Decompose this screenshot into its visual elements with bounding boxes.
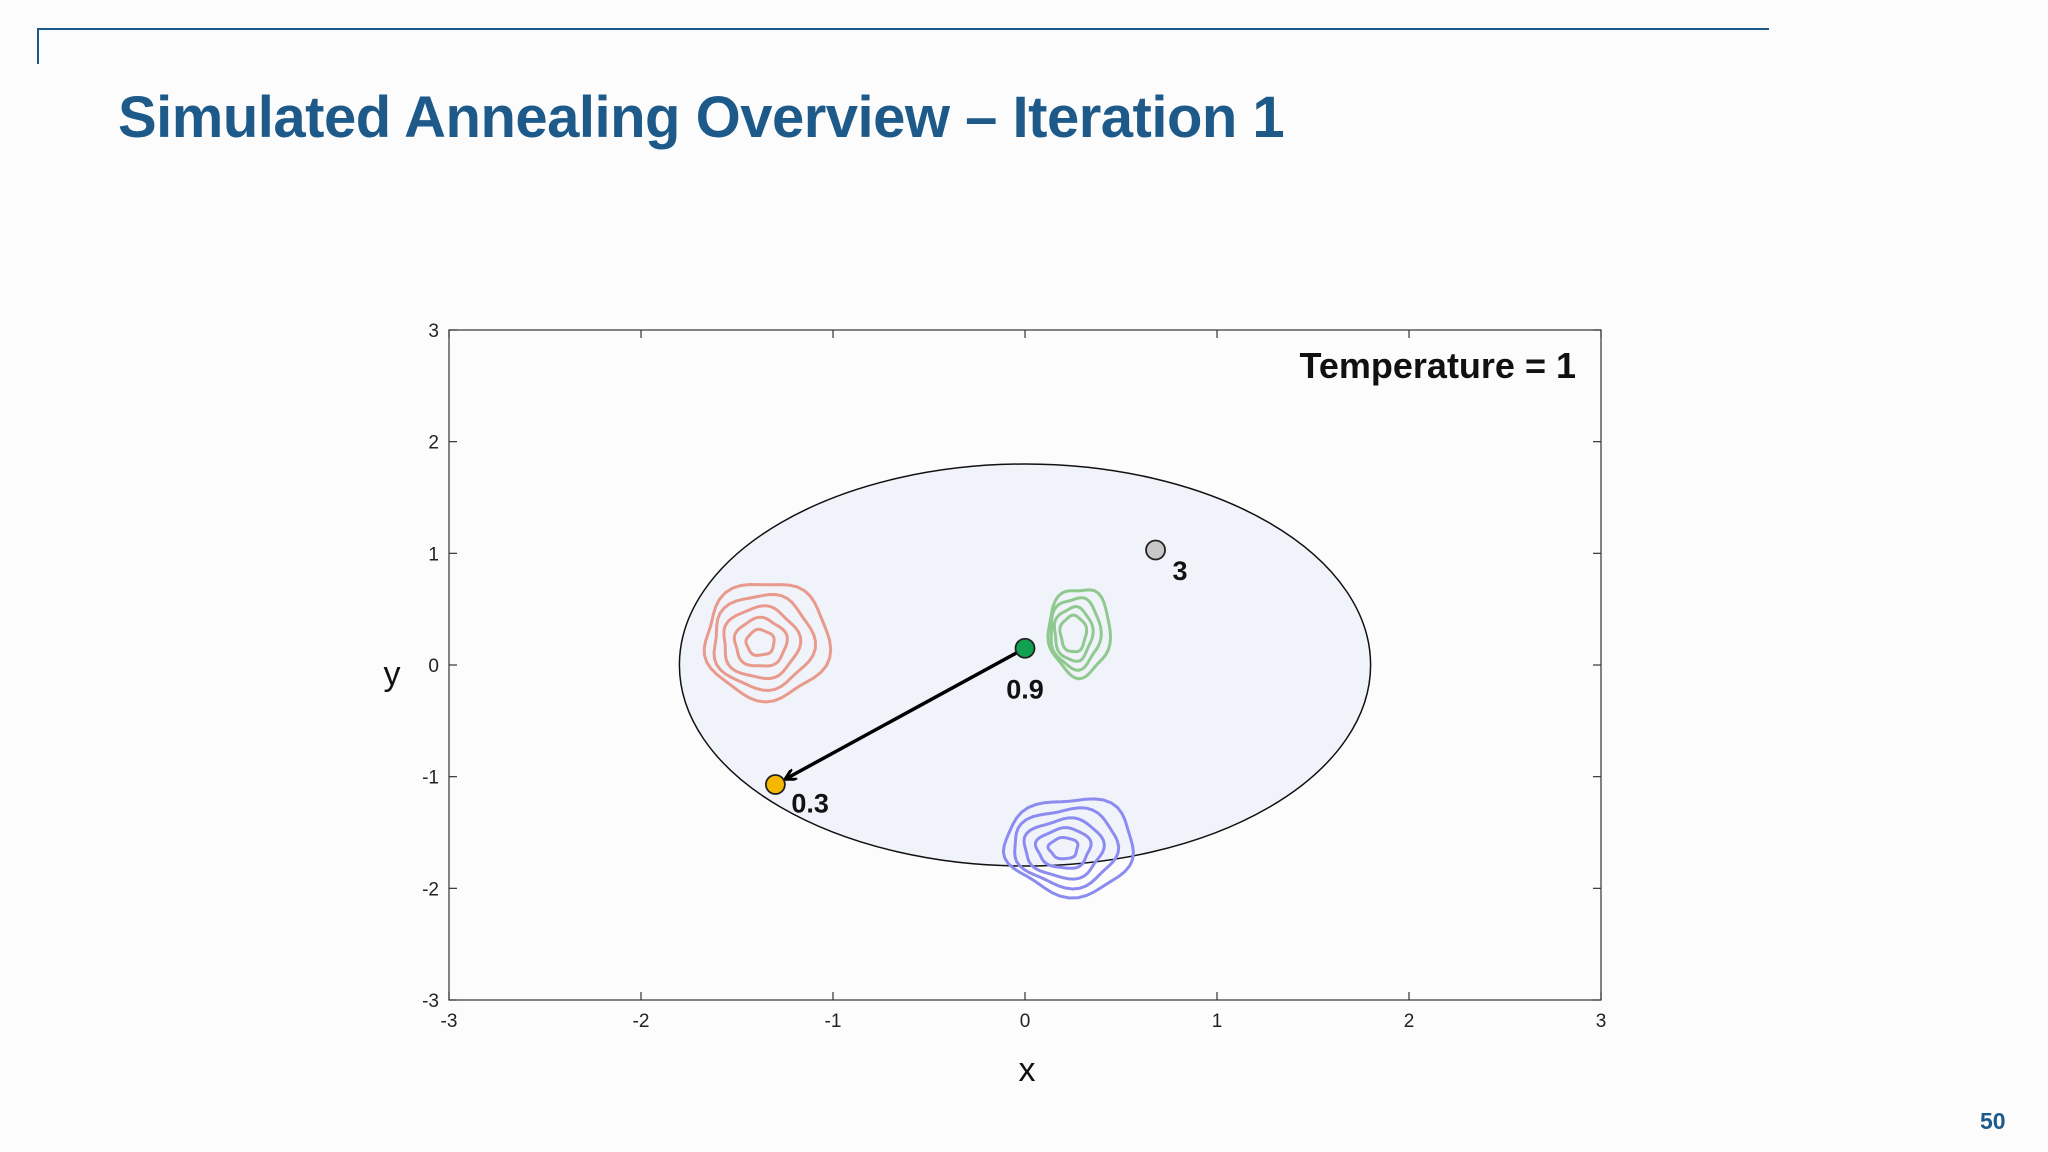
contour-ring <box>732 615 789 668</box>
y-tick-label: 2 <box>428 433 439 454</box>
x-tick-label: 0 <box>1020 1011 1031 1032</box>
x-tick-label: 2 <box>1404 1011 1415 1032</box>
x-tick-label: 1 <box>1212 1011 1223 1032</box>
contour-ring <box>1033 826 1093 870</box>
contour-ring <box>1001 797 1135 900</box>
temperature-label: Temperature = 1 <box>1300 345 1576 386</box>
contour-ring <box>1058 613 1089 654</box>
y-tick-label: -1 <box>422 768 439 789</box>
x-tick-label: 3 <box>1596 1011 1607 1032</box>
contour-ring <box>1013 806 1121 891</box>
current-point <box>1014 637 1036 659</box>
contour-ring <box>1049 596 1103 672</box>
y-tick-label: -3 <box>422 991 439 1012</box>
header-rule <box>37 28 1769 30</box>
x-tick-label: -1 <box>825 1011 842 1032</box>
x-tick-label: -3 <box>441 1011 458 1032</box>
x-axis-label: x <box>1019 1051 1036 1089</box>
candidate-point-label: 0.3 <box>791 788 829 818</box>
previous-point <box>1145 539 1166 561</box>
move-arrow <box>786 646 1026 778</box>
contour-ring <box>722 604 803 680</box>
contour-ring <box>712 592 818 693</box>
y-tick-label: 3 <box>428 321 439 342</box>
contour-ring <box>702 582 833 704</box>
contour-ring <box>1046 836 1080 861</box>
y-axis-label: y <box>384 655 401 693</box>
candidate-point <box>765 774 786 795</box>
neighborhood-circle <box>678 463 1372 867</box>
contour-ring <box>744 627 776 657</box>
page-number: 50 <box>1980 1108 2006 1134</box>
previous-point-label: 3 <box>1173 556 1188 586</box>
y-tick-label: 1 <box>428 544 439 565</box>
y-tick-label: 0 <box>428 656 439 677</box>
header-rule-left <box>37 28 39 64</box>
contour-ring <box>1052 604 1095 663</box>
slide-title: Simulated Annealing Overview – Iteration… <box>118 85 1285 150</box>
contour-ring <box>1046 588 1113 681</box>
contour-ring <box>1022 816 1106 881</box>
x-tick-label: -2 <box>633 1011 650 1032</box>
current-point-label: 0.9 <box>1006 674 1044 704</box>
y-tick-label: -2 <box>422 879 439 900</box>
